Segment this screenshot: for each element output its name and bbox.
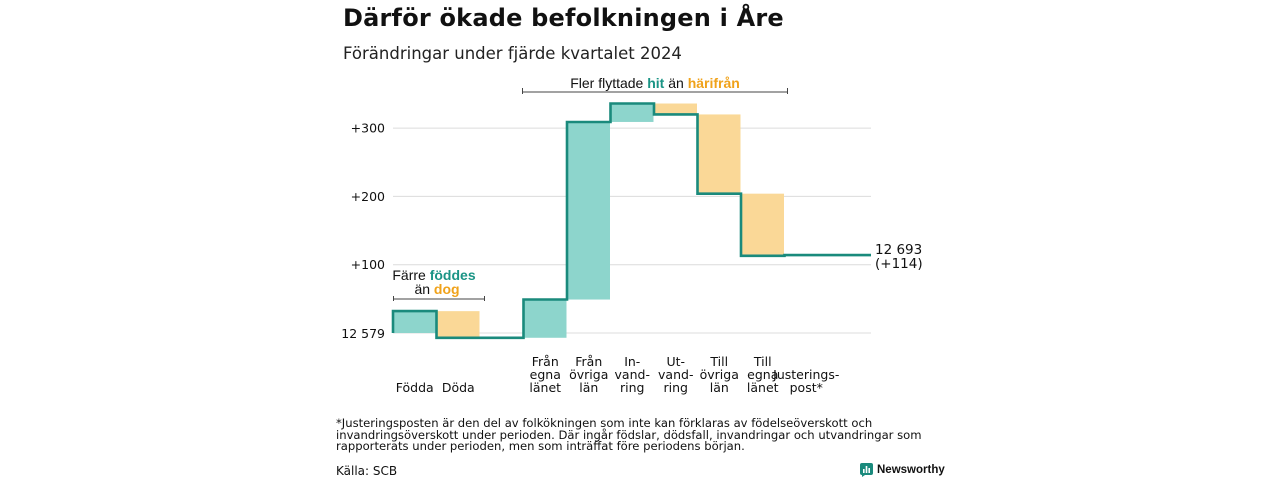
- x-category-label: län: [710, 380, 729, 395]
- x-category-label: Justerings-: [772, 367, 839, 382]
- newsworthy-bar-icon: [860, 463, 873, 477]
- x-category-label: Till: [709, 354, 728, 369]
- births-annotation-line1: Färre föddes: [392, 267, 475, 283]
- births-bracket: [393, 296, 485, 301]
- waterfall-bar: [698, 114, 741, 194]
- waterfall-bar: [611, 103, 654, 122]
- brand-name: Newsworthy: [877, 464, 945, 476]
- x-category-label: egna: [747, 367, 778, 382]
- x-category-label: Döda: [442, 380, 475, 395]
- y-tick-label: +300: [351, 121, 385, 136]
- waterfall-bar: [568, 121, 610, 300]
- x-category-label: vand-: [615, 367, 650, 382]
- x-category-label: Ut-: [666, 354, 685, 369]
- x-category-label: övriga: [569, 367, 608, 382]
- end-value-label: 12 693: [875, 242, 922, 258]
- x-category-label: In-: [624, 354, 640, 369]
- y-tick-label: +200: [351, 189, 385, 204]
- waterfall-bar: [655, 103, 697, 115]
- end-change-label: (+114): [875, 256, 923, 272]
- x-category-label: Födda: [396, 380, 434, 395]
- x-category-label: Från: [532, 354, 559, 369]
- cumulative-step-line: [391, 102, 871, 340]
- source: Källa: SCB: [336, 464, 398, 478]
- x-category-label: egna: [530, 367, 561, 382]
- x-category-label: Från: [575, 354, 602, 369]
- y-tick-label: +100: [351, 257, 385, 272]
- migration-bracket: [522, 88, 788, 94]
- brand-logo: Newsworthy: [860, 463, 945, 477]
- waterfall-bar: [437, 311, 480, 338]
- births-annotation-line2: än dog: [414, 281, 459, 297]
- start-value-label: 12 579: [341, 326, 385, 341]
- waterfall-bar: [742, 193, 784, 256]
- x-category-label: länet: [747, 380, 779, 395]
- waterfall-bar: [524, 299, 567, 338]
- x-category-label: post*: [790, 380, 823, 395]
- x-category-label: län: [579, 380, 598, 395]
- x-category-label: ring: [664, 380, 688, 395]
- waterfall-bar: [394, 311, 436, 333]
- chart-title: Därför ökade befolkningen i Åre: [343, 4, 784, 32]
- x-category-label: vand-: [658, 367, 693, 382]
- x-category-label: länet: [529, 380, 561, 395]
- x-category-label: övriga: [700, 367, 739, 382]
- x-category-label: ring: [620, 380, 644, 395]
- migration-annotation: Fler flyttade hit än härifrån: [570, 75, 740, 91]
- footnote: *Justeringsposten är den del av folkökni…: [336, 416, 922, 453]
- chart-subtitle: Förändringar under fjärde kvartalet 2024: [343, 44, 682, 63]
- x-category-label: Till: [753, 354, 772, 369]
